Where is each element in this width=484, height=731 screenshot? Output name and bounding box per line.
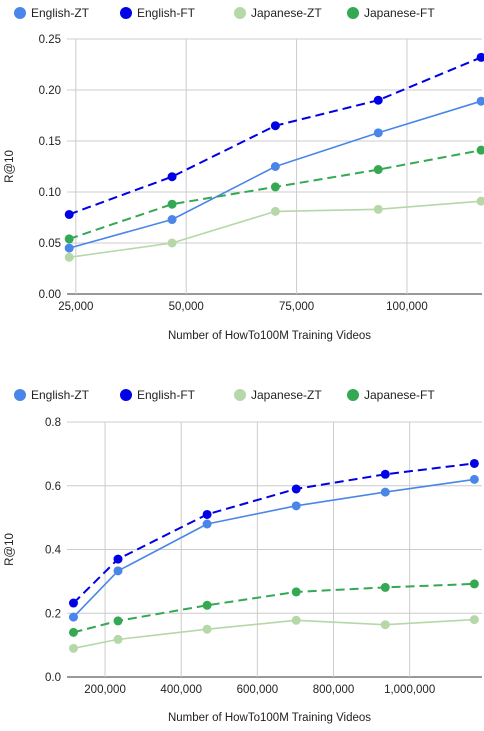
data-point-japanese-ft [469, 579, 479, 589]
data-point-english-zt [167, 215, 177, 225]
data-point-japanese-ft [476, 145, 484, 155]
x-tick-label: 200,000 [84, 684, 126, 696]
y-tick-label: 0.0 [45, 672, 61, 684]
legend-label-english-zt: English-ZT [31, 388, 90, 402]
data-point-japanese-zt [476, 196, 484, 206]
data-point-english-ft [202, 509, 212, 519]
series-line-english-zt [72, 478, 475, 618]
y-tick-label: 0.6 [45, 481, 61, 493]
legend-label-japanese-zt: Japanese-ZT [251, 388, 322, 402]
chart-top: English-ZT English-FT Japanese-ZT Japanese-… [4, 6, 484, 342]
data-point-english-zt [469, 474, 479, 484]
data-point-japanese-ft [64, 234, 74, 244]
chart-bottom: English-ZT English-FT Japanese-ZT Japanese-… [4, 388, 482, 724]
data-point-japanese-zt [270, 206, 280, 216]
y-tick-label: 0.05 [39, 238, 61, 250]
data-point-english-ft [68, 598, 78, 608]
legend-label-japanese-ft: Japanese-FT [364, 388, 435, 402]
x-tick-label: 75,000 [279, 301, 314, 313]
data-point-english-ft [476, 52, 484, 62]
legend-label-japanese-zt: Japanese-ZT [251, 6, 322, 20]
data-point-japanese-zt [68, 643, 78, 653]
y-axis-title: R@10 [4, 150, 16, 183]
data-point-english-ft [373, 95, 383, 105]
data-point-japanese-ft [167, 199, 177, 209]
data-point-japanese-ft [202, 600, 212, 610]
data-point-japanese-zt [113, 634, 123, 644]
series-line-english-ft [72, 462, 475, 604]
data-point-japanese-zt [373, 204, 383, 214]
legend-label-english-ft: English-FT [137, 6, 196, 20]
data-point-japanese-zt [469, 615, 479, 625]
y-tick-label: 0.00 [39, 289, 61, 301]
series-line-japanese-zt [73, 618, 475, 650]
legend-marker-english-zt [14, 7, 26, 19]
data-point-japanese-zt [380, 620, 390, 630]
x-axis-title: Number of HowTo100M Training Videos [168, 712, 371, 724]
data-point-japanese-ft [270, 182, 280, 192]
y-tick-label: 0.20 [39, 85, 61, 97]
x-tick-label: 800,000 [313, 684, 355, 696]
y-tick-label: 0.8 [45, 417, 61, 429]
data-point-english-zt [291, 501, 301, 511]
legend-label-japanese-ft: Japanese-FT [364, 6, 435, 20]
legend-marker-japanese-zt [234, 7, 246, 19]
data-point-english-zt [68, 612, 78, 622]
data-point-japanese-ft [68, 627, 78, 637]
data-point-english-ft [270, 121, 280, 131]
data-point-english-zt [373, 128, 383, 138]
data-point-japanese-zt [291, 615, 301, 625]
series-line-japanese-ft [73, 582, 475, 634]
data-point-english-zt [476, 96, 484, 106]
legend-label-english-ft: English-FT [137, 388, 196, 402]
data-point-english-ft [380, 469, 390, 479]
data-point-english-zt [202, 519, 212, 529]
y-tick-label: 0.4 [45, 545, 62, 557]
data-point-japanese-ft [113, 616, 123, 626]
legend-marker-japanese-ft [347, 7, 359, 19]
data-point-english-ft [469, 458, 479, 468]
x-tick-label: 400,000 [160, 684, 202, 696]
data-point-japanese-zt [64, 252, 74, 262]
legend-marker-english-ft [120, 389, 132, 401]
data-point-english-ft [113, 554, 123, 564]
y-tick-label: 0.25 [39, 34, 61, 46]
data-point-japanese-ft [380, 582, 390, 592]
data-point-japanese-zt [202, 624, 212, 634]
x-tick-label: 1,000,000 [384, 684, 435, 696]
data-point-english-zt [270, 162, 280, 171]
x-tick-label: 50,000 [169, 301, 204, 313]
data-point-japanese-ft [373, 165, 383, 175]
x-tick-label: 600,000 [237, 684, 279, 696]
data-point-japanese-ft [291, 587, 301, 597]
y-axis-title: R@10 [4, 533, 16, 566]
legend-marker-japanese-zt [234, 389, 246, 401]
y-tick-label: 0.2 [45, 608, 61, 620]
legend-marker-english-zt [14, 389, 26, 401]
data-point-english-ft [64, 209, 74, 219]
data-point-english-ft [167, 172, 177, 182]
data-point-english-zt [113, 566, 123, 576]
x-tick-label: 100,000 [386, 301, 428, 313]
x-tick-label: 25,000 [58, 301, 93, 313]
legend-label-english-zt: English-ZT [31, 6, 90, 20]
x-axis-title: Number of HowTo100M Training Videos [168, 330, 371, 342]
data-point-english-ft [291, 484, 301, 494]
data-point-japanese-zt [167, 238, 177, 248]
y-tick-label: 0.15 [39, 136, 61, 148]
data-point-english-zt [380, 487, 390, 497]
data-point-english-zt [64, 243, 74, 253]
y-tick-label: 0.10 [39, 187, 61, 199]
legend-marker-japanese-ft [347, 389, 359, 401]
legend-marker-english-ft [120, 7, 132, 19]
